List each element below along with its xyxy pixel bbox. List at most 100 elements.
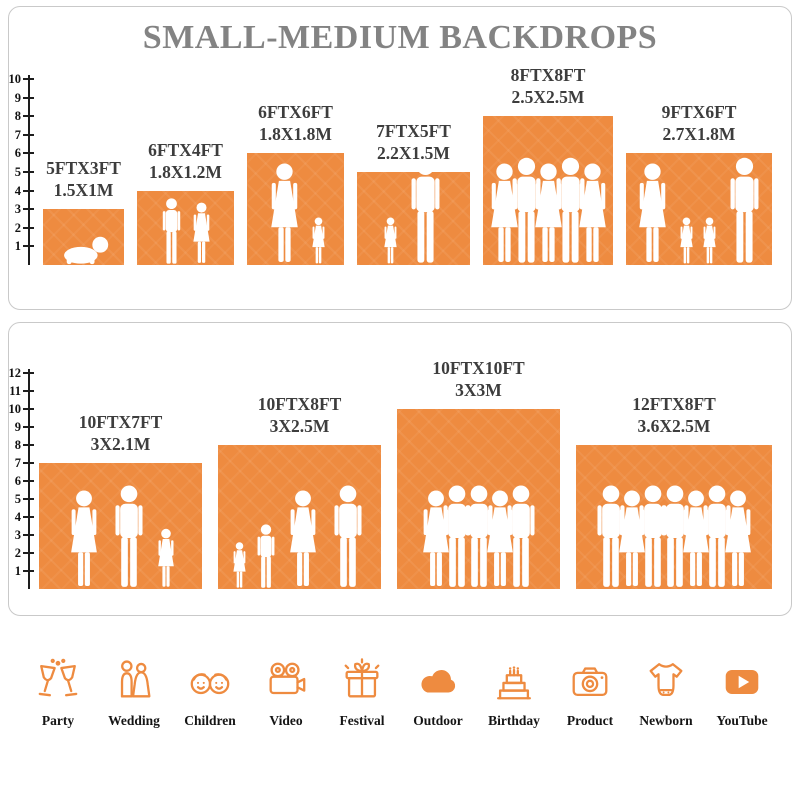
backdrop-bar-7ftx5ft	[357, 157, 470, 265]
product-icon	[572, 667, 608, 697]
backdrop-bar-12ftx8ft	[576, 445, 772, 589]
ruler-tick-number: 7	[14, 127, 21, 142]
ruler-tick	[23, 552, 34, 554]
man-silhouette	[639, 485, 667, 587]
silhouette-group	[43, 235, 124, 265]
ruler-tick-number: 6	[14, 474, 21, 488]
size-ft-label: 8FTX8FT	[510, 65, 586, 86]
ruler-tick-number: 1	[14, 564, 21, 578]
size-m-label: 2.7X1.8M	[662, 123, 736, 144]
ruler-tick-number: 8	[14, 438, 21, 452]
woman-silhouette	[270, 163, 298, 262]
ruler-tick-number: 10	[8, 72, 22, 86]
video-icon	[269, 662, 306, 695]
ruler-tick-number: 11	[9, 384, 21, 398]
ruler-tick	[23, 171, 34, 173]
ruler-tick	[23, 152, 34, 155]
category-label: Outdoor	[413, 713, 463, 728]
ruler-tick-number: 2	[14, 220, 21, 235]
man-silhouette	[334, 485, 362, 587]
size-m-label: 1.8X1.8M	[259, 123, 332, 144]
man-silhouette	[730, 157, 759, 263]
ruler-tick	[23, 226, 34, 229]
size-ft-label: 10FTX10FT	[432, 358, 525, 379]
panel-small-medium-backdrops: SMALL-MEDIUM BACKDROPS 1 2 3 4 5 6 7 8 9 10 5FTX3…	[8, 6, 792, 310]
ruler-tick	[23, 96, 34, 99]
ruler-tick-number: 10	[8, 402, 22, 416]
size-m-label: 3X2.5M	[269, 415, 330, 436]
category-youtube: YouTube	[706, 658, 778, 729]
backdrop-size-label: 6FTX4FT 1.8X1.2M	[148, 140, 223, 183]
backdrop-bar-5ftx3ft	[43, 209, 124, 265]
ruler-tick	[23, 534, 34, 536]
category-children: Children	[174, 658, 246, 729]
wedding-icon	[120, 660, 151, 698]
backdrop-bar-6ftx4ft	[137, 191, 234, 265]
woman-silhouette	[70, 490, 97, 587]
backdrop-bar-8ftx8ft	[483, 116, 613, 265]
size-ft-label: 5FTX3FT	[46, 158, 121, 179]
silhouette-group	[483, 157, 613, 265]
ft-ruler-top: 1 2 3 4 5 6 7 8 9 10	[7, 72, 39, 265]
size-ft-label: 6FTX4FT	[148, 140, 223, 161]
ruler-tick-number: 3	[14, 202, 21, 217]
backdrop-size-label: 10FTX10FT 3X3M	[432, 358, 524, 401]
backdrop-bar-10ftx8ft	[218, 445, 381, 589]
ruler-tick	[23, 372, 34, 374]
category-label: Newborn	[639, 713, 693, 728]
ruler-tick	[23, 498, 34, 500]
toddler-silhouette	[383, 217, 397, 264]
ruler-tick-number: 9	[14, 90, 21, 105]
backdrop-size-label: 10FTX8FT 3X2.5M	[258, 394, 342, 437]
festival-icon	[344, 658, 380, 698]
silhouette-group	[576, 485, 772, 589]
silhouette-group	[357, 157, 470, 265]
man-silhouette	[411, 157, 439, 263]
girl-silhouette	[192, 202, 210, 263]
woman-silhouette	[639, 163, 666, 262]
ruler-tick-number: 5	[14, 165, 21, 179]
backdrop-size-label: 9FTX6FT 2.7X1.8M	[662, 102, 737, 145]
category-label: Birthday	[488, 713, 540, 728]
silhouette-group	[626, 157, 772, 265]
ruler-tick	[23, 444, 34, 446]
toddler-silhouette	[233, 542, 246, 588]
category-label: Product	[566, 713, 614, 728]
toddler-silhouette	[703, 217, 716, 264]
man-silhouette	[464, 485, 493, 587]
ruler-tick-number: 6	[14, 146, 21, 161]
size-m-label: 2.2X1.5M	[377, 142, 450, 163]
girl-silhouette	[157, 528, 174, 587]
size-ft-label: 12FTX8FT	[632, 394, 716, 415]
backdrop-bar-9ftx6ft	[626, 153, 772, 265]
ruler-tick	[23, 245, 34, 248]
ruler-tick	[23, 480, 34, 482]
ruler-tick-number: 5	[14, 492, 21, 506]
backdrop-bar-10ftx7ft	[39, 463, 202, 589]
ruler-tick	[23, 516, 34, 518]
boy-silhouette	[257, 524, 275, 588]
outdoor-icon	[421, 669, 456, 693]
ruler-tick-number: 2	[14, 546, 21, 560]
ruler-tick	[23, 570, 34, 572]
category-wedding: Wedding	[98, 658, 170, 729]
category-label: Wedding	[108, 713, 160, 728]
category-party: Party	[22, 658, 94, 729]
size-ft-label: 6FTX6FT	[258, 102, 333, 123]
size-ft-label: 10FTX8FT	[257, 394, 342, 415]
size-ft-label: 9FTX6FT	[661, 102, 737, 123]
size-ft-label: 10FTX7FT	[78, 412, 163, 433]
category-outdoor: Outdoor	[402, 658, 474, 729]
size-m-label: 3X3M	[455, 379, 502, 400]
category-label: Festival	[339, 713, 385, 728]
man-silhouette	[661, 485, 689, 587]
ruler-tick-number: 4	[14, 183, 21, 198]
size-m-label: 1.5X1M	[53, 179, 114, 200]
ruler-tick	[23, 390, 34, 392]
ruler-tick	[23, 208, 34, 211]
silhouette-group	[137, 198, 234, 265]
backdrop-size-label: 5FTX3FT 1.5X1M	[46, 158, 121, 201]
backdrop-size-label: 8FTX8FT 2.5X2.5M	[511, 65, 586, 108]
man-silhouette	[114, 485, 143, 587]
page-title: SMALL-MEDIUM BACKDROPS	[142, 19, 658, 56]
